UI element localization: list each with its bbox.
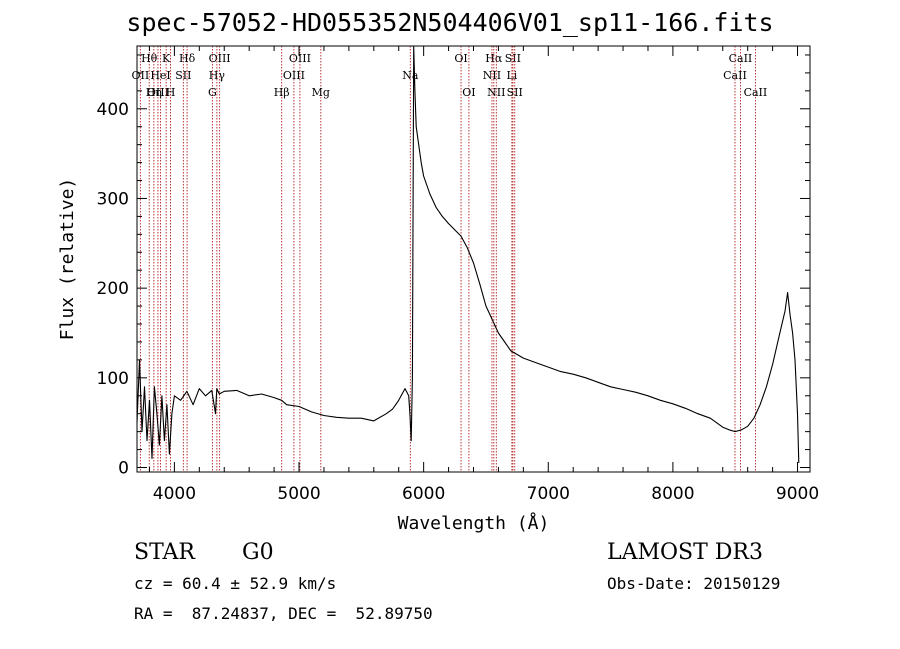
line-marker-label: NII xyxy=(483,69,501,82)
x-tick-label: 9000 xyxy=(776,484,819,504)
redshift-text: cz = 60.4 ± 52.9 km/s xyxy=(134,574,337,593)
line-marker-label: CaII xyxy=(744,86,768,99)
line-marker-label: OIII xyxy=(289,52,311,65)
line-marker-label: Hβ xyxy=(274,86,290,99)
y-tick-label: 100 xyxy=(97,369,129,389)
spectrum-layer xyxy=(136,45,800,464)
line-marker-label: Na xyxy=(402,69,419,82)
spectrum-line xyxy=(136,45,800,464)
object-class: STAR xyxy=(134,540,195,565)
line-marker-label: SII xyxy=(175,69,191,82)
x-tick-label: 4000 xyxy=(153,484,196,504)
y-tick-label: 400 xyxy=(97,100,129,120)
y-axis-label: Flux (relative) xyxy=(57,178,78,341)
line-marker-label: Hγ xyxy=(209,69,226,82)
line-marker-label: OIII xyxy=(147,86,169,99)
line-markers-layer: Hθ OII OIII K HeI Hη H Hδ SII OIII Hγ G Hβ OIII OIII Mg… xyxy=(132,46,768,472)
line-marker-label: Hθ xyxy=(141,52,158,65)
coords-text: RA = 87.24837, DEC = 52.89750 xyxy=(134,604,433,623)
x-tick-label: 7000 xyxy=(527,484,570,504)
line-marker-label: K xyxy=(162,52,171,65)
line-marker-label: OIII xyxy=(283,69,305,82)
line-marker-label: SII xyxy=(507,86,523,99)
line-marker-label: G xyxy=(208,86,217,99)
x-tick-label: 6000 xyxy=(402,484,445,504)
line-marker-label: Mg xyxy=(312,86,330,99)
line-marker-label: SII xyxy=(505,52,521,65)
line-marker-label: HeI xyxy=(150,69,170,82)
survey-label: LAMOST DR3 xyxy=(607,540,763,565)
x-tick-label: 5000 xyxy=(277,484,320,504)
line-marker-label: NII xyxy=(487,86,505,99)
line-marker-label: H xyxy=(166,86,176,99)
line-marker-label: Hη xyxy=(146,86,162,99)
y-tick-label: 200 xyxy=(97,279,129,299)
line-marker-label: OIII xyxy=(209,52,231,65)
y-tick-label: 300 xyxy=(97,189,129,209)
line-marker-label: CaII xyxy=(729,52,753,65)
line-marker-label: Li xyxy=(506,69,517,82)
y-tick-label: 0 xyxy=(118,459,129,479)
obsdate-text: Obs-Date: 20150129 xyxy=(607,574,781,593)
line-marker-label: OI xyxy=(462,86,475,99)
axes-layer: 4000 5000 6000 7000 8000 9000 0 100 200 300 400 Wav… xyxy=(57,45,819,534)
line-marker-label: Hδ xyxy=(179,52,196,65)
line-marker-label: Hα xyxy=(485,52,503,65)
line-marker-label: CaII xyxy=(723,69,747,82)
object-subclass: G0 xyxy=(242,540,274,565)
line-marker-label: OI xyxy=(454,52,467,65)
x-axis-label: Wavelength (Å) xyxy=(398,512,550,534)
plot-frame xyxy=(136,45,811,473)
chart-title: spec-57052-HD055352N504406V01_sp11-166.f… xyxy=(126,8,774,37)
x-tick-label: 8000 xyxy=(651,484,694,504)
line-marker-label: OII xyxy=(132,69,150,82)
